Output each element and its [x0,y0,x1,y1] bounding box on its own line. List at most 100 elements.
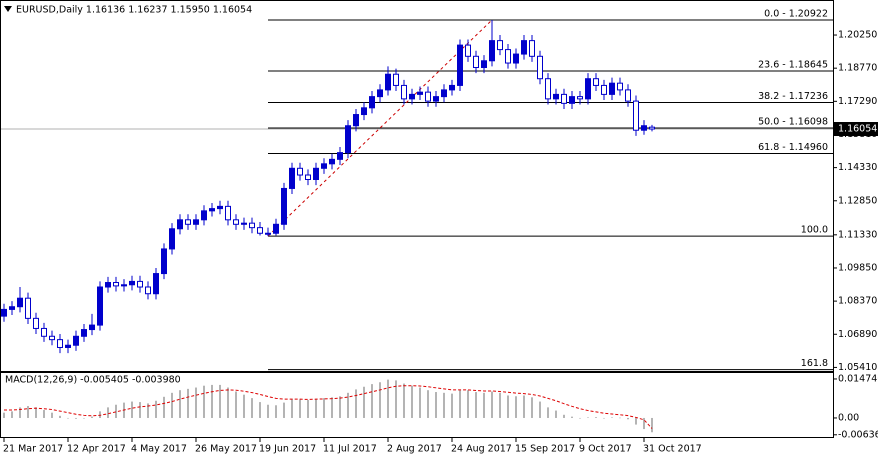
candle-body [177,219,183,230]
macd-bar [555,410,557,418]
macd-bar [339,396,341,418]
candle-body [337,152,343,160]
x-tick-label: 31 Oct 2017 [643,444,702,455]
macd-bar [267,404,269,418]
macd-bar [595,417,597,418]
candle-body [241,222,247,225]
macd-bar [635,417,637,425]
macd-bar [499,392,501,418]
y-tick-label: 1.09850 [838,262,877,273]
macd-bar [147,403,149,418]
macd-bar [387,379,389,418]
candle-body [385,73,391,91]
candle-body [97,286,103,326]
macd-bar [219,384,221,418]
candle-body [521,40,527,55]
macd-bar [523,395,525,418]
candle-body [441,89,447,98]
candle-body [401,84,407,100]
macd-bar [331,397,333,418]
macd-bar [179,390,181,418]
macd-bar [603,417,605,419]
macd-bar [227,387,229,418]
y-tick-label: 1.06890 [838,329,877,340]
x-tick-label: 11 Jul 2017 [323,444,377,455]
candle-body [425,91,431,102]
candle-body [457,44,463,86]
macd-bar [75,417,77,419]
fib-label: 23.6 - 1.18645 [758,59,828,70]
candle-body [233,219,239,225]
macd-bar [91,416,93,418]
fib-label: 0.0 - 1.20922 [764,8,828,19]
candle-body [249,222,255,229]
candle-body [617,82,623,91]
macd-bar [67,417,69,419]
candle-body [9,306,15,310]
x-tick-label: 15 Sep 2017 [515,444,575,455]
candle-body [321,163,327,169]
macd-bar [371,384,373,418]
macd-bar [459,390,461,418]
macd-signal [4,385,653,429]
candle-body [417,91,423,95]
macd-bar [323,398,325,418]
x-tick-label: 9 Oct 2017 [579,444,632,455]
macd-bar [203,385,205,418]
candle-body [409,93,415,100]
macd-bar [355,389,357,418]
candle-body [297,167,303,176]
candle-body [625,89,631,102]
candle-body [649,126,655,130]
candle-body [553,93,559,100]
y-tick-label: 1.08370 [838,296,877,307]
macd-bar [187,388,189,418]
candle-body [569,96,575,104]
candle-body [1,308,7,317]
candle-body [481,60,487,69]
candle-body [585,78,591,100]
candle-body [353,114,359,127]
macd-bar [571,416,573,418]
candle-body [81,329,87,337]
candle-body [113,282,119,287]
fib-label: 100.0 [801,225,828,236]
candle-body [641,125,647,131]
candle-body [217,205,223,210]
candle-body [377,89,383,98]
macd-bar [27,406,29,418]
candle-body [609,82,615,95]
macd-bar [347,392,349,418]
candle-body [369,96,375,109]
candle-body [201,210,207,221]
macd-bar [531,397,533,418]
candle-body [537,55,543,80]
x-tick-label: 12 Apr 2017 [67,444,126,455]
y-tick-label: 1.05410 [838,362,877,373]
last-price-box [834,122,878,137]
candle-body [161,248,167,275]
macd-bar [251,398,253,418]
macd-bar [19,407,21,418]
candle-body [49,335,55,341]
candle-body [169,228,175,250]
macd-bar [427,390,429,418]
y-tick-label: 0.00 [838,412,859,423]
macd-bar [587,417,589,418]
fib-label: 61.8 - 1.14960 [758,142,828,153]
macd-bar [195,387,197,418]
candle-body [329,158,335,165]
candle-body [129,280,135,286]
candle-body [65,344,71,348]
macd-bar [539,401,541,418]
y-tick-label: -0.006364 [838,429,878,440]
macd-bar [379,382,381,418]
candle-body [433,96,439,102]
macd-bar [51,412,53,418]
macd-bar [547,407,549,418]
macd-bar [451,393,453,418]
x-tick-label: 19 Jun 2017 [259,444,316,455]
macd-bar [155,400,157,418]
chart-header: EURUSD,Daily 1.16136 1.16237 1.15950 1.1… [16,5,252,16]
macd-title: MACD(12,26,9) -0.005405 -0.003980 [5,375,181,386]
